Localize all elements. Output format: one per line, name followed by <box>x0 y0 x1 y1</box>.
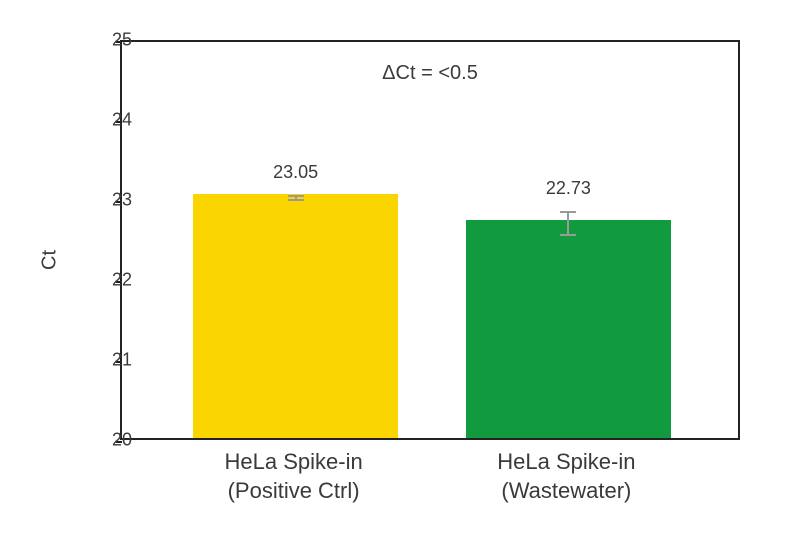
ytick-label: 23 <box>92 190 132 211</box>
bar <box>193 194 398 438</box>
x-category-label: HeLa Spike-in (Wastewater) <box>497 448 635 505</box>
ytick-label: 24 <box>92 110 132 131</box>
error-bar <box>567 212 569 234</box>
bar-value-label: 23.05 <box>273 162 318 183</box>
ytick-label: 22 <box>92 270 132 291</box>
x-category-line1: HeLa Spike-in <box>497 449 635 474</box>
ytick-label: 25 <box>92 30 132 51</box>
error-bar-cap <box>560 234 576 236</box>
delta-ct-annotation: ΔCt = <0.5 <box>382 62 478 85</box>
bar-value-label: 22.73 <box>546 178 591 199</box>
bar <box>466 220 671 438</box>
ytick-label: 21 <box>92 350 132 371</box>
x-category-label: HeLa Spike-in (Positive Ctrl) <box>225 448 363 505</box>
error-bar-cap <box>288 199 304 201</box>
x-category-line1: HeLa Spike-in <box>225 449 363 474</box>
error-bar-cap <box>288 195 304 197</box>
x-category-line2: (Wastewater) <box>501 478 631 503</box>
error-bar-cap <box>560 211 576 213</box>
y-axis-label: Ct <box>39 250 62 270</box>
x-category-line2: (Positive Ctrl) <box>228 478 360 503</box>
ytick-label: 20 <box>92 430 132 451</box>
ct-bar-chart: Ct ΔCt = <0.5 23.0522.73 202122232425HeL… <box>60 30 760 490</box>
plot-area: ΔCt = <0.5 23.05 22.73 <box>120 40 740 440</box>
